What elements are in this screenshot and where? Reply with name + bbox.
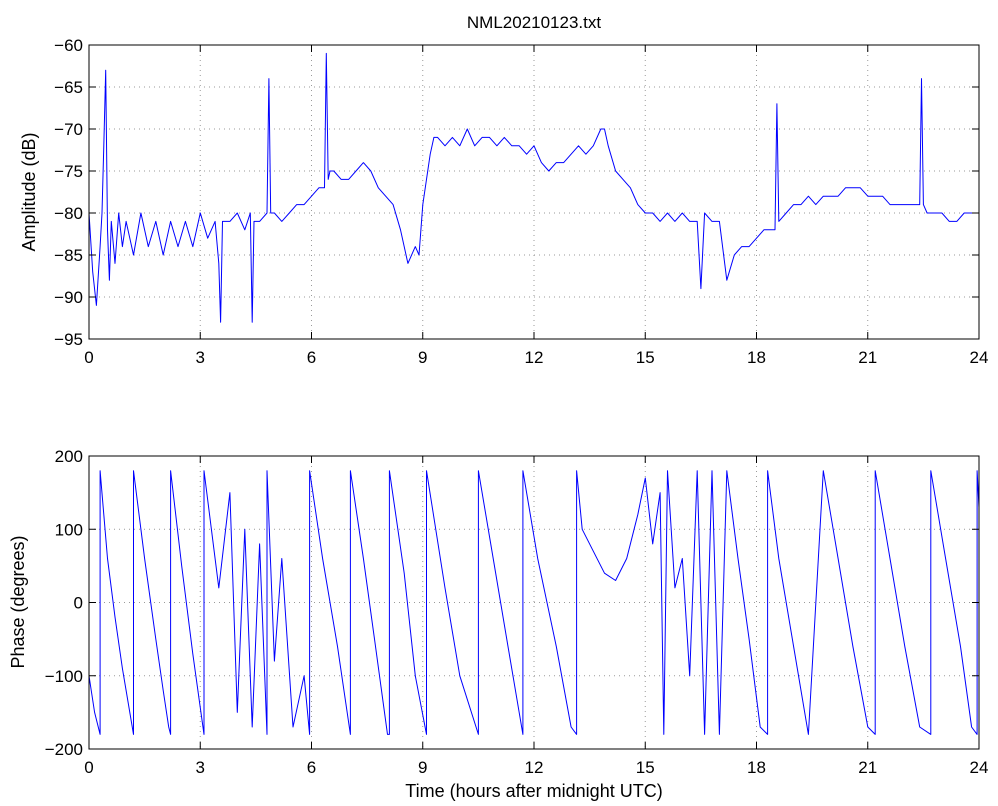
amplitude-chart-title: NML20210123.txt [467, 13, 601, 32]
phase-panel: 0 3 6 9 12 15 18 21 24 −200 −100 0 100 200 Time (hour… [8, 447, 988, 801]
phase-x-tick-label: 12 [525, 758, 544, 777]
amplitude-y-tick-label: −95 [54, 330, 83, 349]
amplitude-y-tick-label: −75 [54, 162, 83, 181]
phase-x-tick-label: 24 [970, 758, 989, 777]
amplitude-panel: 0 3 6 9 12 15 18 21 24 −95 −90 −85 −80 −75 −70 −65 −60 N… [19, 13, 988, 367]
phase-x-tick-label: 18 [747, 758, 766, 777]
amplitude-series-line [88, 52, 979, 323]
amplitude-trace-layer [88, 52, 979, 323]
amplitude-x-tick-label: 21 [858, 348, 877, 367]
phase-y-tick-label: 100 [55, 520, 83, 539]
phase-x-axis-label: Time (hours after midnight UTC) [405, 781, 662, 801]
amplitude-y-tick-label: −80 [54, 204, 83, 223]
amplitude-y-tick-label: −70 [54, 120, 83, 139]
amplitude-x-tick-label: 12 [525, 348, 544, 367]
amplitude-y-tick-label: −90 [54, 288, 83, 307]
amplitude-x-tick-label: 6 [307, 348, 316, 367]
phase-y-tick-label: 0 [74, 594, 83, 613]
phase-series-line [88, 470, 980, 735]
phase-x-tick-label: 15 [636, 758, 655, 777]
amplitude-x-tick-label: 3 [196, 348, 205, 367]
amplitude-x-tick-label: 0 [84, 348, 93, 367]
phase-x-tick-label: 3 [196, 758, 205, 777]
phase-y-tick-label: 200 [55, 447, 83, 466]
phase-x-tick-label: 9 [418, 758, 427, 777]
amplitude-y-tick-label: −60 [54, 36, 83, 55]
phase-x-tick-label: 0 [84, 758, 93, 777]
amplitude-y-axis-label: Amplitude (dB) [19, 132, 39, 251]
phase-x-tick-label: 6 [307, 758, 316, 777]
amplitude-x-tick-label: 15 [636, 348, 655, 367]
amplitude-x-tick-label: 9 [418, 348, 427, 367]
phase-y-tick-label: −100 [45, 667, 83, 686]
phase-y-axis-label: Phase (degrees) [8, 535, 28, 668]
amplitude-grid [89, 45, 979, 339]
phase-ticks: 0 3 6 9 12 15 18 21 24 −200 −100 0 100 200 [45, 447, 989, 777]
phase-trace-layer [88, 470, 980, 735]
amplitude-x-tick-label: 18 [747, 348, 766, 367]
phase-x-tick-label: 21 [858, 758, 877, 777]
phase-y-tick-label: −200 [45, 740, 83, 759]
amplitude-ticks: 0 3 6 9 12 15 18 21 24 −95 −90 −85 −80 −75 −70 −65 −60 [54, 36, 988, 367]
amplitude-y-tick-label: −85 [54, 246, 83, 265]
amplitude-x-tick-label: 24 [970, 348, 989, 367]
amplitude-y-tick-label: −65 [54, 78, 83, 97]
phase-grid [89, 456, 979, 749]
